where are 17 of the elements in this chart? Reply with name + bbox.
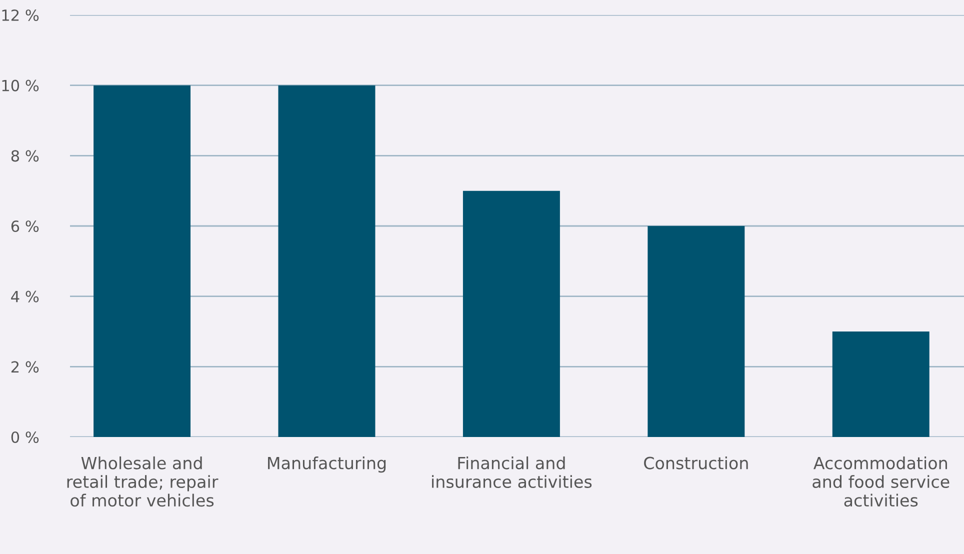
x-tick-label: Accommodation and food service activities xyxy=(812,456,950,507)
y-tick-label: 0 % xyxy=(11,431,39,444)
y-tick-label: 6 % xyxy=(11,220,39,232)
y-tick-label: 12 % xyxy=(2,9,39,22)
bar xyxy=(832,332,930,437)
bar xyxy=(94,85,191,437)
x-tick-label: Financial and insurance activities xyxy=(432,456,592,488)
bar xyxy=(648,226,745,437)
y-tick-label: 10 % xyxy=(2,80,39,92)
y-tick-label: 2 % xyxy=(11,361,39,373)
bar xyxy=(278,85,376,437)
bar xyxy=(462,190,560,437)
x-tick-label: Construction xyxy=(644,456,748,470)
x-tick-label: Manufacturing xyxy=(268,456,386,473)
x-tick-label: Wholesale and retail trade; repair of motor vehicles xyxy=(67,456,218,507)
y-tick-label: 4 % xyxy=(11,290,39,302)
y-tick-label: 8 % xyxy=(11,150,39,162)
